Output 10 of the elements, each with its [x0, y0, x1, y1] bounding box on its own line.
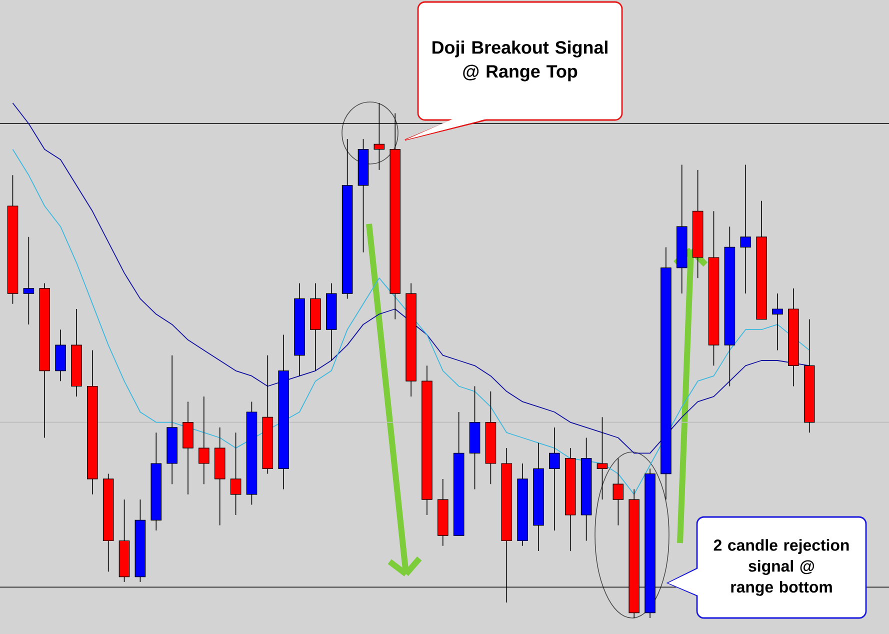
candlestick — [772, 293, 783, 351]
candlestick — [230, 432, 242, 516]
candlestick — [612, 458, 624, 526]
annotation: 2 candle rejection signal @ range bottom — [714, 539, 849, 596]
text: Doji Breakout Signal @ Range Top — [432, 40, 608, 82]
candlestick — [740, 164, 752, 294]
candlestick — [23, 236, 34, 325]
candlestick — [549, 427, 560, 531]
candlestick — [198, 396, 210, 484]
candlestick — [596, 416, 608, 500]
